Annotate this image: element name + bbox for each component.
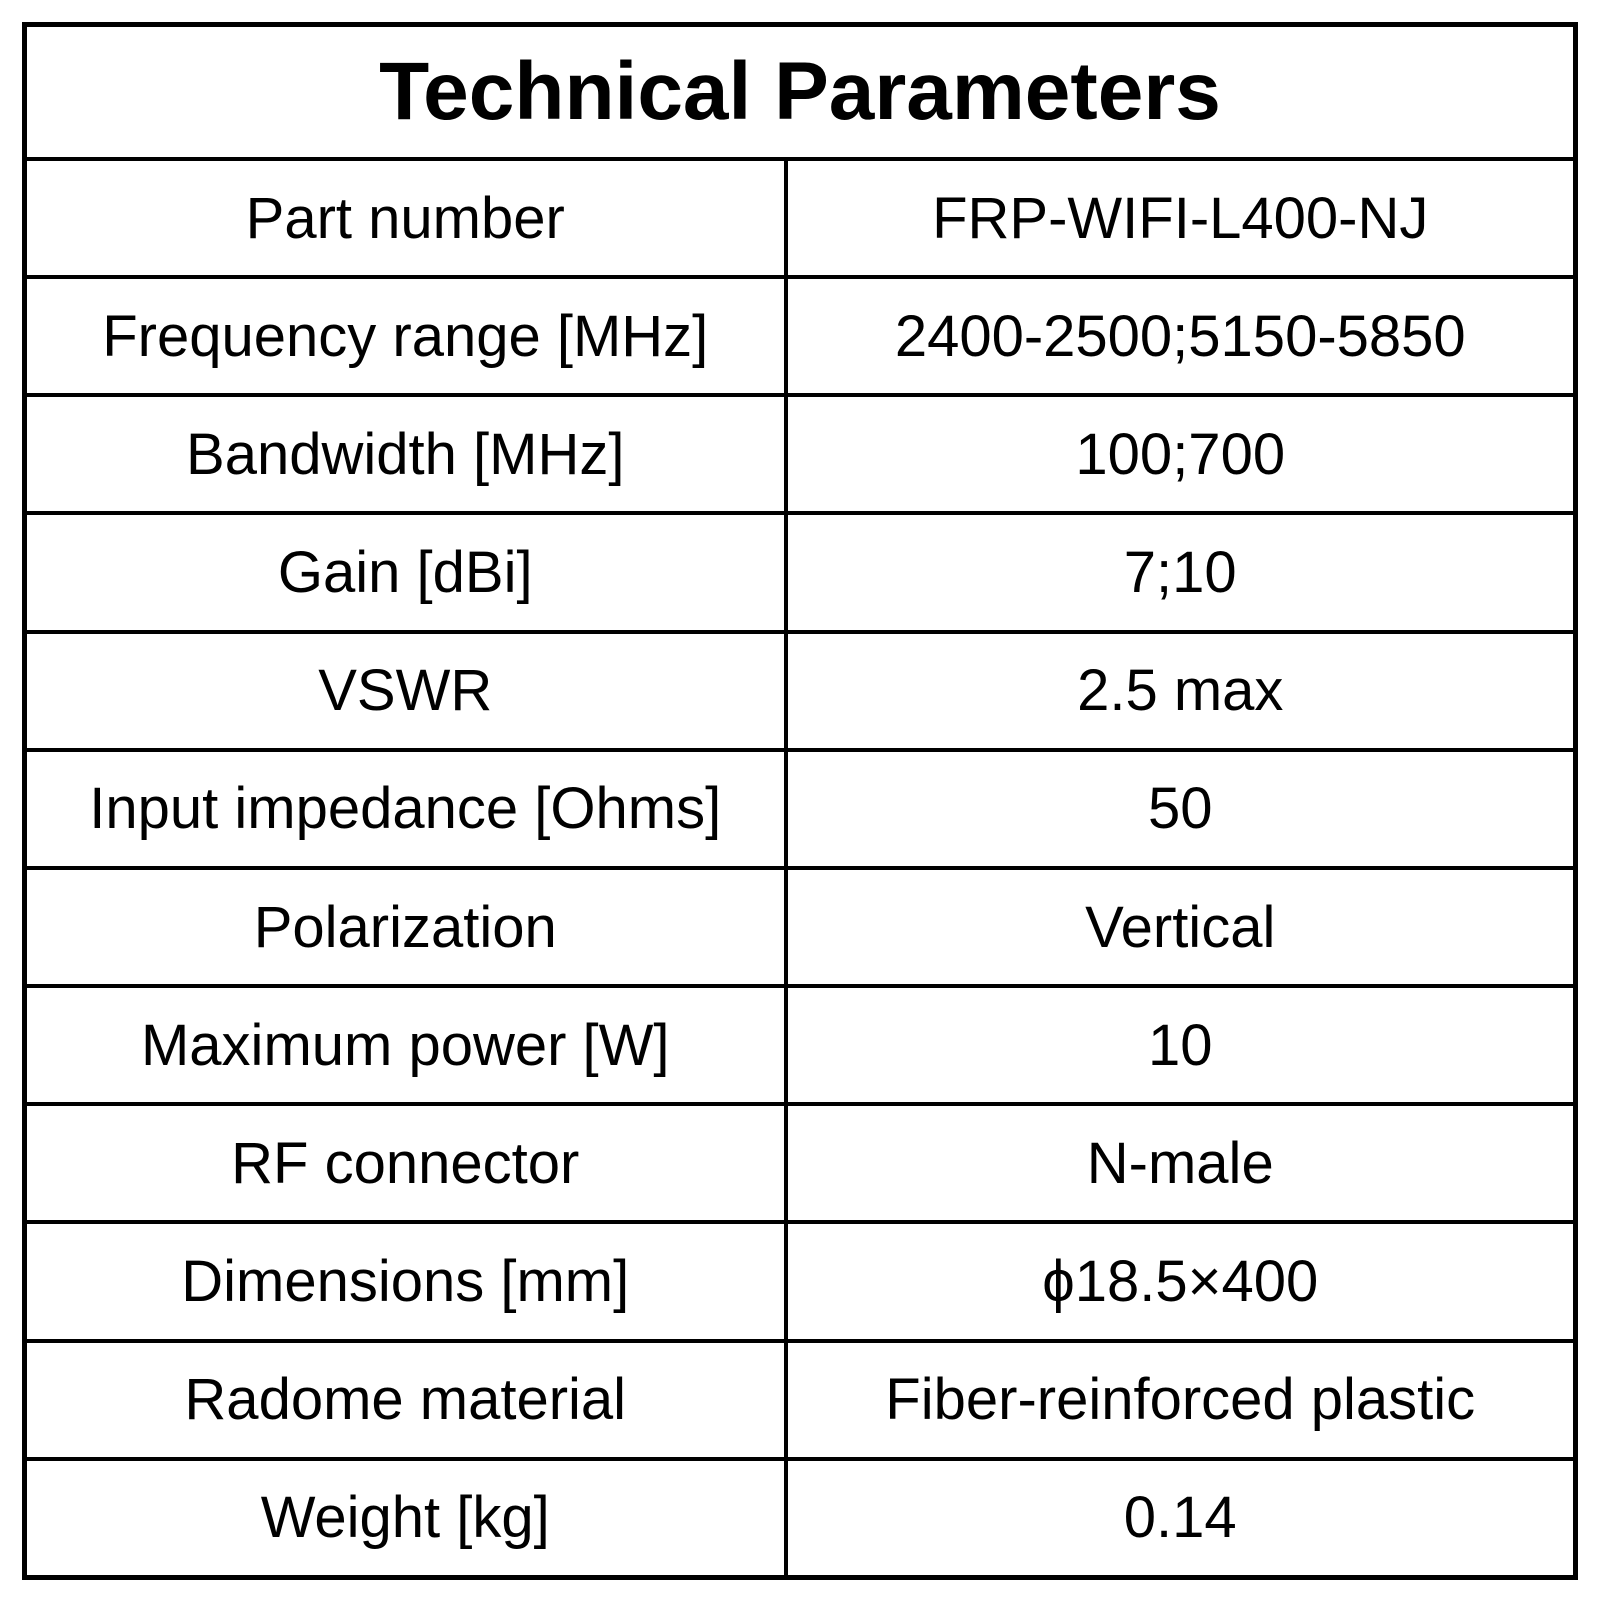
parameter-name: Bandwidth [MHz] [22, 393, 788, 516]
table-row: Weight [kg] 0.14 [22, 1456, 1578, 1580]
table-row: Polarization Vertical [22, 865, 1578, 989]
parameter-name: Frequency range [MHz] [22, 275, 788, 398]
table-row: Frequency range [MHz] 2400-2500;5150-5850 [22, 275, 1578, 398]
parameter-name: Dimensions [mm] [22, 1220, 788, 1343]
parameter-name: Polarization [22, 865, 788, 989]
table-row: Maximum power [W] 10 [22, 984, 1578, 1107]
title-row: Technical Parameters [22, 22, 1578, 161]
parameter-name: Radome material [22, 1338, 788, 1461]
parameter-value: FRP-WIFI-L400-NJ [783, 156, 1578, 280]
table-row: Part number FRP-WIFI-L400-NJ [22, 156, 1578, 280]
parameter-value: Vertical [783, 865, 1578, 989]
parameter-name: Maximum power [W] [22, 984, 788, 1107]
parameter-value: 2400-2500;5150-5850 [783, 275, 1578, 398]
table-body: Part number FRP-WIFI-L400-NJ Frequency ran… [22, 156, 1578, 1580]
parameter-value: 50 [783, 747, 1578, 870]
parameter-name: RF connector [22, 1102, 788, 1225]
parameter-value: 2.5 max [783, 629, 1578, 752]
table-row: Bandwidth [MHz] 100;700 [22, 393, 1578, 516]
parameter-name: VSWR [22, 629, 788, 752]
table-row: Radome material Fiber-reinforced plastic [22, 1338, 1578, 1461]
parameter-name: Input impedance [Ohms] [22, 747, 788, 870]
parameter-value: 10 [783, 984, 1578, 1107]
table-row: VSWR 2.5 max [22, 629, 1578, 752]
parameter-name: Weight [kg] [22, 1456, 788, 1580]
parameter-name: Gain [dBi] [22, 511, 788, 634]
table-title: Technical Parameters [22, 22, 1578, 161]
parameter-value: 0.14 [783, 1456, 1578, 1580]
table-row: RF connector N-male [22, 1102, 1578, 1225]
parameter-value: 100;700 [783, 393, 1578, 516]
parameter-value: ϕ18.5×400 [783, 1220, 1578, 1343]
table-row: Dimensions [mm] ϕ18.5×400 [22, 1220, 1578, 1343]
parameter-value: N-male [783, 1102, 1578, 1225]
parameter-name: Part number [22, 156, 788, 280]
table-row: Gain [dBi] 7;10 [22, 511, 1578, 634]
parameter-value: 7;10 [783, 511, 1578, 634]
table-row: Input impedance [Ohms] 50 [22, 747, 1578, 870]
parameter-value: Fiber-reinforced plastic [783, 1338, 1578, 1461]
parameters-table: Technical Parameters Part number FRP-WIFI… [22, 22, 1578, 1580]
